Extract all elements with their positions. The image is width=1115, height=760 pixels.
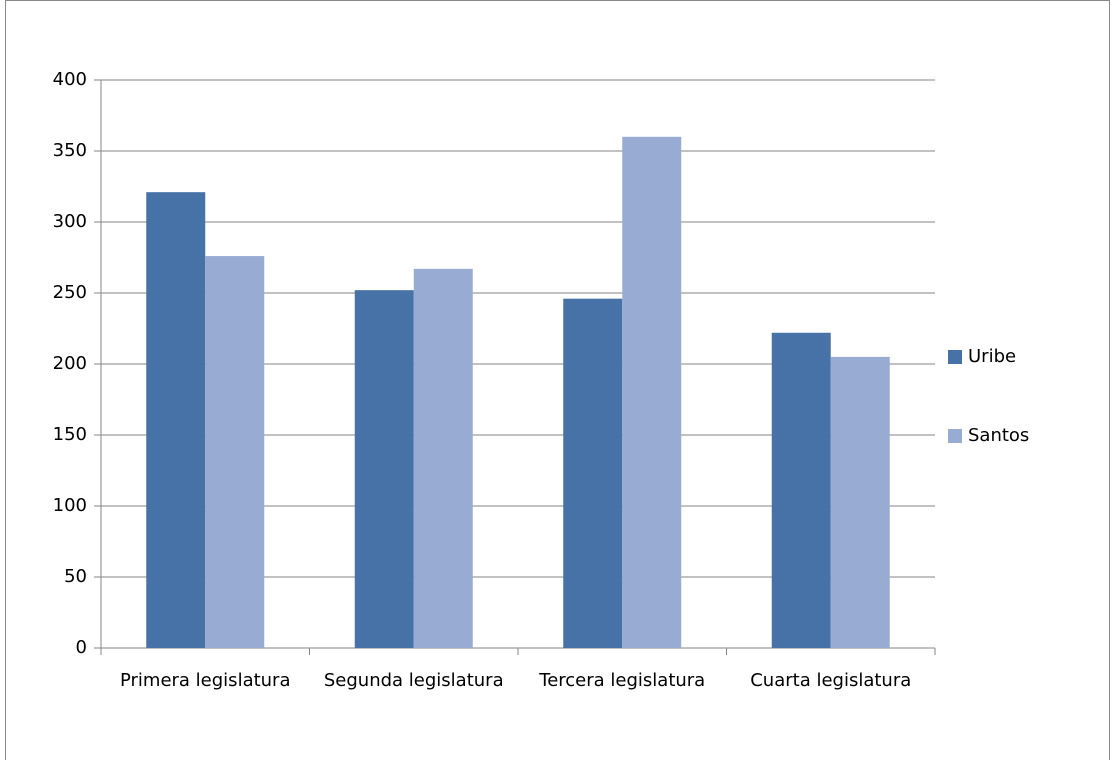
bar [622,136,682,649]
bar [830,356,890,648]
y-tick-label: 350 [53,140,87,161]
y-tick-label: 200 [53,353,87,374]
bar [354,290,414,648]
y-tick-label: 0 [76,637,87,658]
y-tick-label: 50 [64,566,87,587]
bar [146,192,206,648]
chart-border [5,0,1110,760]
bar [771,332,831,648]
bar [413,268,473,648]
legend-swatch [948,429,962,443]
legend-swatch [948,350,962,364]
y-tick-label: 300 [53,211,87,232]
legend-label: Uribe [968,346,1016,367]
y-tick-label: 250 [53,282,87,303]
bar [563,298,623,648]
legend-label: Santos [968,425,1029,446]
y-tick-label: 100 [53,495,87,516]
y-tick-label: 400 [53,69,87,90]
x-tick-label: Segunda legislatura [323,670,504,691]
x-tick-label: Cuarta legislatura [750,670,912,691]
x-tick-label: Primera legislatura [119,670,291,691]
x-tick-label: Tercera legislatura [539,670,706,691]
bar [205,256,265,648]
y-tick-label: 150 [53,424,87,445]
